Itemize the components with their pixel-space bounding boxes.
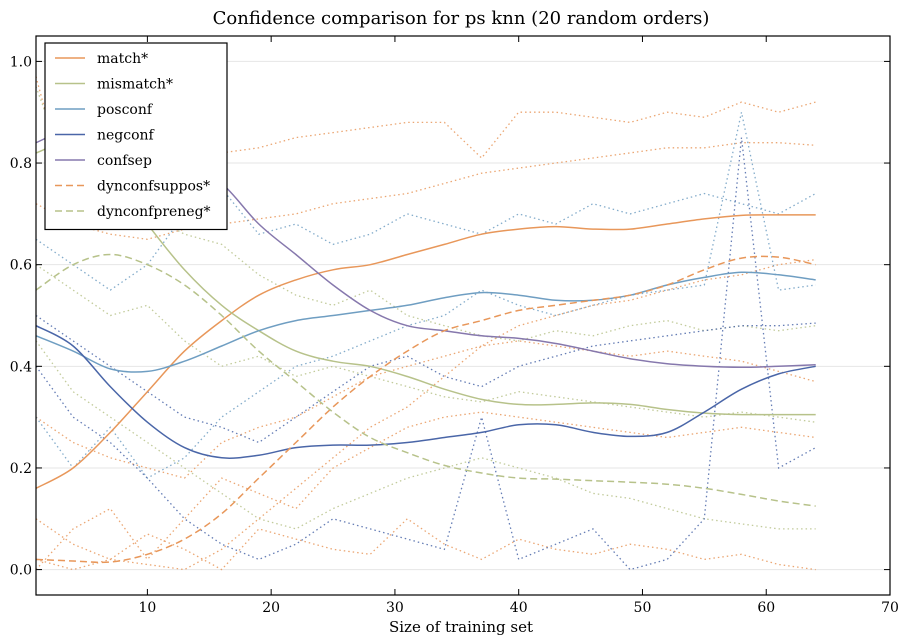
legend-label: dynconfpreneg* — [97, 204, 211, 220]
x-tick-label: 50 — [634, 600, 652, 616]
run-line — [35, 258, 816, 571]
series-line — [35, 271, 816, 373]
plot-frame — [35, 35, 891, 596]
run-line — [35, 314, 816, 444]
grid — [36, 60, 890, 571]
series-line — [35, 325, 816, 459]
series-line — [35, 214, 816, 489]
series-line — [35, 253, 816, 507]
x-tick-label: 20 — [262, 600, 280, 616]
individual-runs — [35, 76, 817, 571]
x-tick-label: 70 — [881, 600, 899, 616]
legend-label: dynconfsuppos* — [97, 179, 210, 195]
y-tick-label: 1.0 — [10, 54, 32, 70]
series-line — [35, 141, 816, 416]
legend-label: match* — [97, 51, 148, 67]
legend: match* mismatch* posconf negconf confsep dync… — [44, 42, 228, 231]
legend-label: negconf — [97, 128, 156, 144]
run-line — [35, 340, 816, 479]
y-tick-label: 0.8 — [10, 156, 32, 172]
x-tick-label: 10 — [138, 600, 156, 616]
x-tick-label: 30 — [386, 600, 404, 616]
x-tick-label: 60 — [757, 600, 775, 616]
x-axis-label: Size of training set — [389, 618, 533, 636]
y-tick-label: 0.6 — [10, 258, 32, 274]
legend-label: mismatch* — [97, 77, 173, 93]
run-line — [35, 187, 817, 291]
x-tick-label: 40 — [510, 600, 528, 616]
y-tick-label: 0.2 — [10, 461, 32, 477]
legend-box — [44, 42, 228, 231]
legend-label: posconf — [97, 102, 154, 118]
y-tick-label: 0.0 — [10, 563, 32, 579]
run-line — [35, 86, 816, 342]
run-line — [35, 340, 816, 530]
series-line — [35, 255, 816, 564]
legend-label: confsep — [97, 153, 152, 169]
y-tick-label: 0.4 — [10, 359, 32, 375]
series-lines — [35, 124, 816, 564]
run-line — [35, 264, 816, 423]
run-line — [35, 142, 816, 240]
run-line — [35, 137, 817, 571]
axes: 10 20 30 40 50 60 70 0.0 0.2 0.4 0.6 0.8 1.0 — [10, 36, 899, 616]
run-line — [35, 411, 816, 571]
chart-title: Confidence comparison for ps knn (20 ran… — [213, 8, 710, 29]
